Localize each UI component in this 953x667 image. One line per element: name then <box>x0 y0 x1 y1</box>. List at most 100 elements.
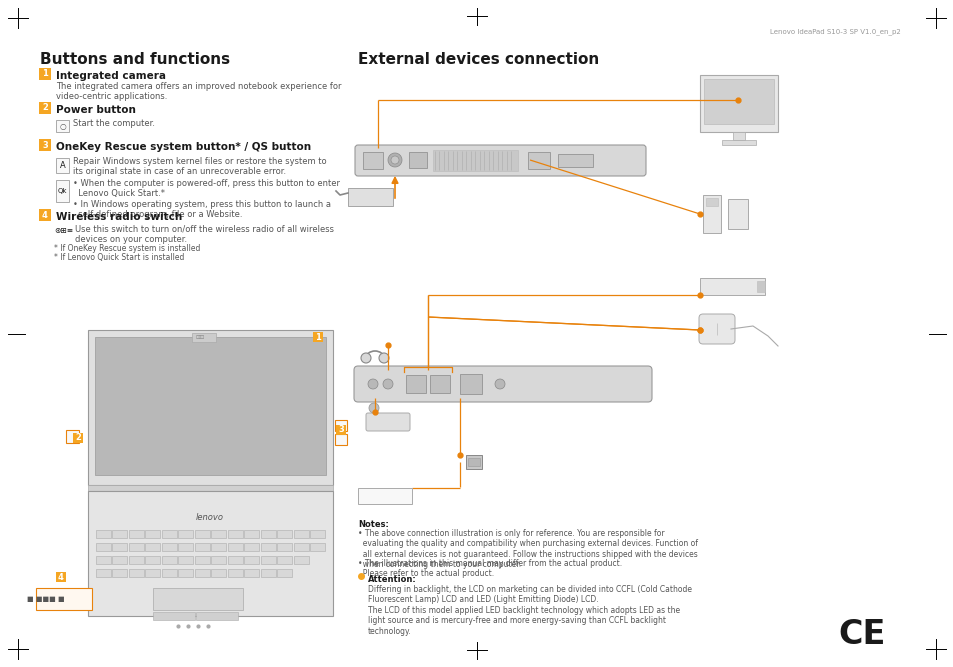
Text: A: A <box>59 161 66 170</box>
Text: Lenovo IdeaPad S10-3 SP V1.0_en_p2: Lenovo IdeaPad S10-3 SP V1.0_en_p2 <box>769 28 900 35</box>
Bar <box>129 556 144 564</box>
Bar <box>146 543 160 551</box>
Bar <box>192 333 215 342</box>
Bar <box>727 199 747 229</box>
Text: Buttons and functions: Buttons and functions <box>40 52 230 67</box>
Text: External devices connection: External devices connection <box>357 52 598 67</box>
Text: Repair Windows system kernel files or restore the system to
its original state i: Repair Windows system kernel files or re… <box>73 157 326 176</box>
Bar <box>146 556 160 564</box>
Bar <box>757 281 764 292</box>
Bar <box>228 543 243 551</box>
Text: * If Lenovo Quick Start is installed: * If Lenovo Quick Start is installed <box>54 253 184 262</box>
Bar <box>195 612 237 620</box>
Bar <box>721 140 755 145</box>
Bar <box>261 543 275 551</box>
Bar <box>702 195 720 233</box>
FancyBboxPatch shape <box>355 145 645 176</box>
Bar <box>406 375 426 393</box>
Circle shape <box>388 153 401 167</box>
Bar <box>277 543 293 551</box>
Bar <box>244 569 259 577</box>
Text: * If OneKey Rescue system is installed: * If OneKey Rescue system is installed <box>54 244 200 253</box>
Text: • The illustrations in this manual may differ from the actual product.
  Please : • The illustrations in this manual may d… <box>357 559 621 578</box>
Bar <box>88 330 333 485</box>
Text: Integrated camera: Integrated camera <box>56 71 166 81</box>
Text: Start the computer.: Start the computer. <box>73 119 154 128</box>
Text: Use this switch to turn on/off the wireless radio of all wireless
devices on you: Use this switch to turn on/off the wirel… <box>75 225 334 244</box>
Bar <box>558 154 593 167</box>
Text: • When the computer is powered-off, press this button to enter
  Lenovo Quick St: • When the computer is powered-off, pres… <box>73 179 339 219</box>
Bar <box>261 569 275 577</box>
Bar <box>36 588 91 610</box>
Bar <box>294 543 309 551</box>
Bar <box>294 556 309 564</box>
Text: Power button: Power button <box>56 105 135 115</box>
Text: • The above connection illustration is only for reference. You are responsible f: • The above connection illustration is o… <box>357 529 698 569</box>
Text: 2: 2 <box>42 103 48 113</box>
Bar <box>212 569 226 577</box>
Bar <box>162 569 177 577</box>
Bar <box>178 543 193 551</box>
Bar <box>244 530 259 538</box>
Text: OneKey Rescue system button* / QS button: OneKey Rescue system button* / QS button <box>56 142 311 152</box>
Bar <box>335 434 347 445</box>
Bar <box>277 556 293 564</box>
Bar <box>129 543 144 551</box>
Bar <box>39 139 51 151</box>
Text: ⊛⊞≡: ⊛⊞≡ <box>54 226 73 235</box>
Bar <box>194 543 210 551</box>
Bar <box>162 556 177 564</box>
Circle shape <box>382 379 393 389</box>
Bar <box>56 180 69 202</box>
Bar <box>294 530 309 538</box>
Bar <box>152 588 243 610</box>
Bar <box>178 556 193 564</box>
Bar <box>88 491 333 616</box>
Bar <box>527 152 550 169</box>
Bar <box>703 79 773 124</box>
Bar <box>162 530 177 538</box>
Text: Differing in backlight, the LCD on marketing can be divided into CCFL (Cold Cath: Differing in backlight, the LCD on marke… <box>368 585 691 636</box>
Bar <box>96 543 111 551</box>
Bar <box>357 488 412 504</box>
Bar <box>433 150 517 171</box>
Bar <box>409 152 427 168</box>
Text: 2: 2 <box>75 434 81 442</box>
Bar <box>348 188 393 206</box>
Bar <box>73 433 83 443</box>
Text: CE: CE <box>838 618 884 651</box>
Bar <box>261 530 275 538</box>
Bar <box>112 530 128 538</box>
Bar <box>700 75 778 132</box>
Circle shape <box>391 156 398 164</box>
Bar <box>162 543 177 551</box>
Bar <box>96 556 111 564</box>
Bar <box>112 556 128 564</box>
Text: ■ ■■■ ■: ■ ■■■ ■ <box>27 596 65 602</box>
Bar <box>212 530 226 538</box>
Circle shape <box>369 403 378 413</box>
Text: 4: 4 <box>58 572 64 582</box>
Bar <box>39 102 51 114</box>
Text: The integrated camera offers an improved notebook experience for
video-centric a: The integrated camera offers an improved… <box>56 82 341 101</box>
Bar <box>310 543 325 551</box>
Bar <box>194 530 210 538</box>
Bar <box>228 556 243 564</box>
Bar <box>430 375 450 393</box>
Bar <box>700 278 764 295</box>
Bar <box>228 530 243 538</box>
Text: 3: 3 <box>337 426 343 434</box>
Bar <box>39 68 51 80</box>
Bar <box>112 543 128 551</box>
Circle shape <box>368 379 377 389</box>
Bar <box>732 132 744 140</box>
FancyBboxPatch shape <box>699 314 734 344</box>
Text: 3: 3 <box>42 141 48 149</box>
Text: 4: 4 <box>42 211 48 219</box>
Bar <box>277 530 293 538</box>
Bar <box>194 569 210 577</box>
Bar <box>39 209 51 221</box>
Bar <box>335 425 346 435</box>
Text: Ethernet: Ethernet <box>361 490 398 499</box>
Bar <box>95 337 326 475</box>
